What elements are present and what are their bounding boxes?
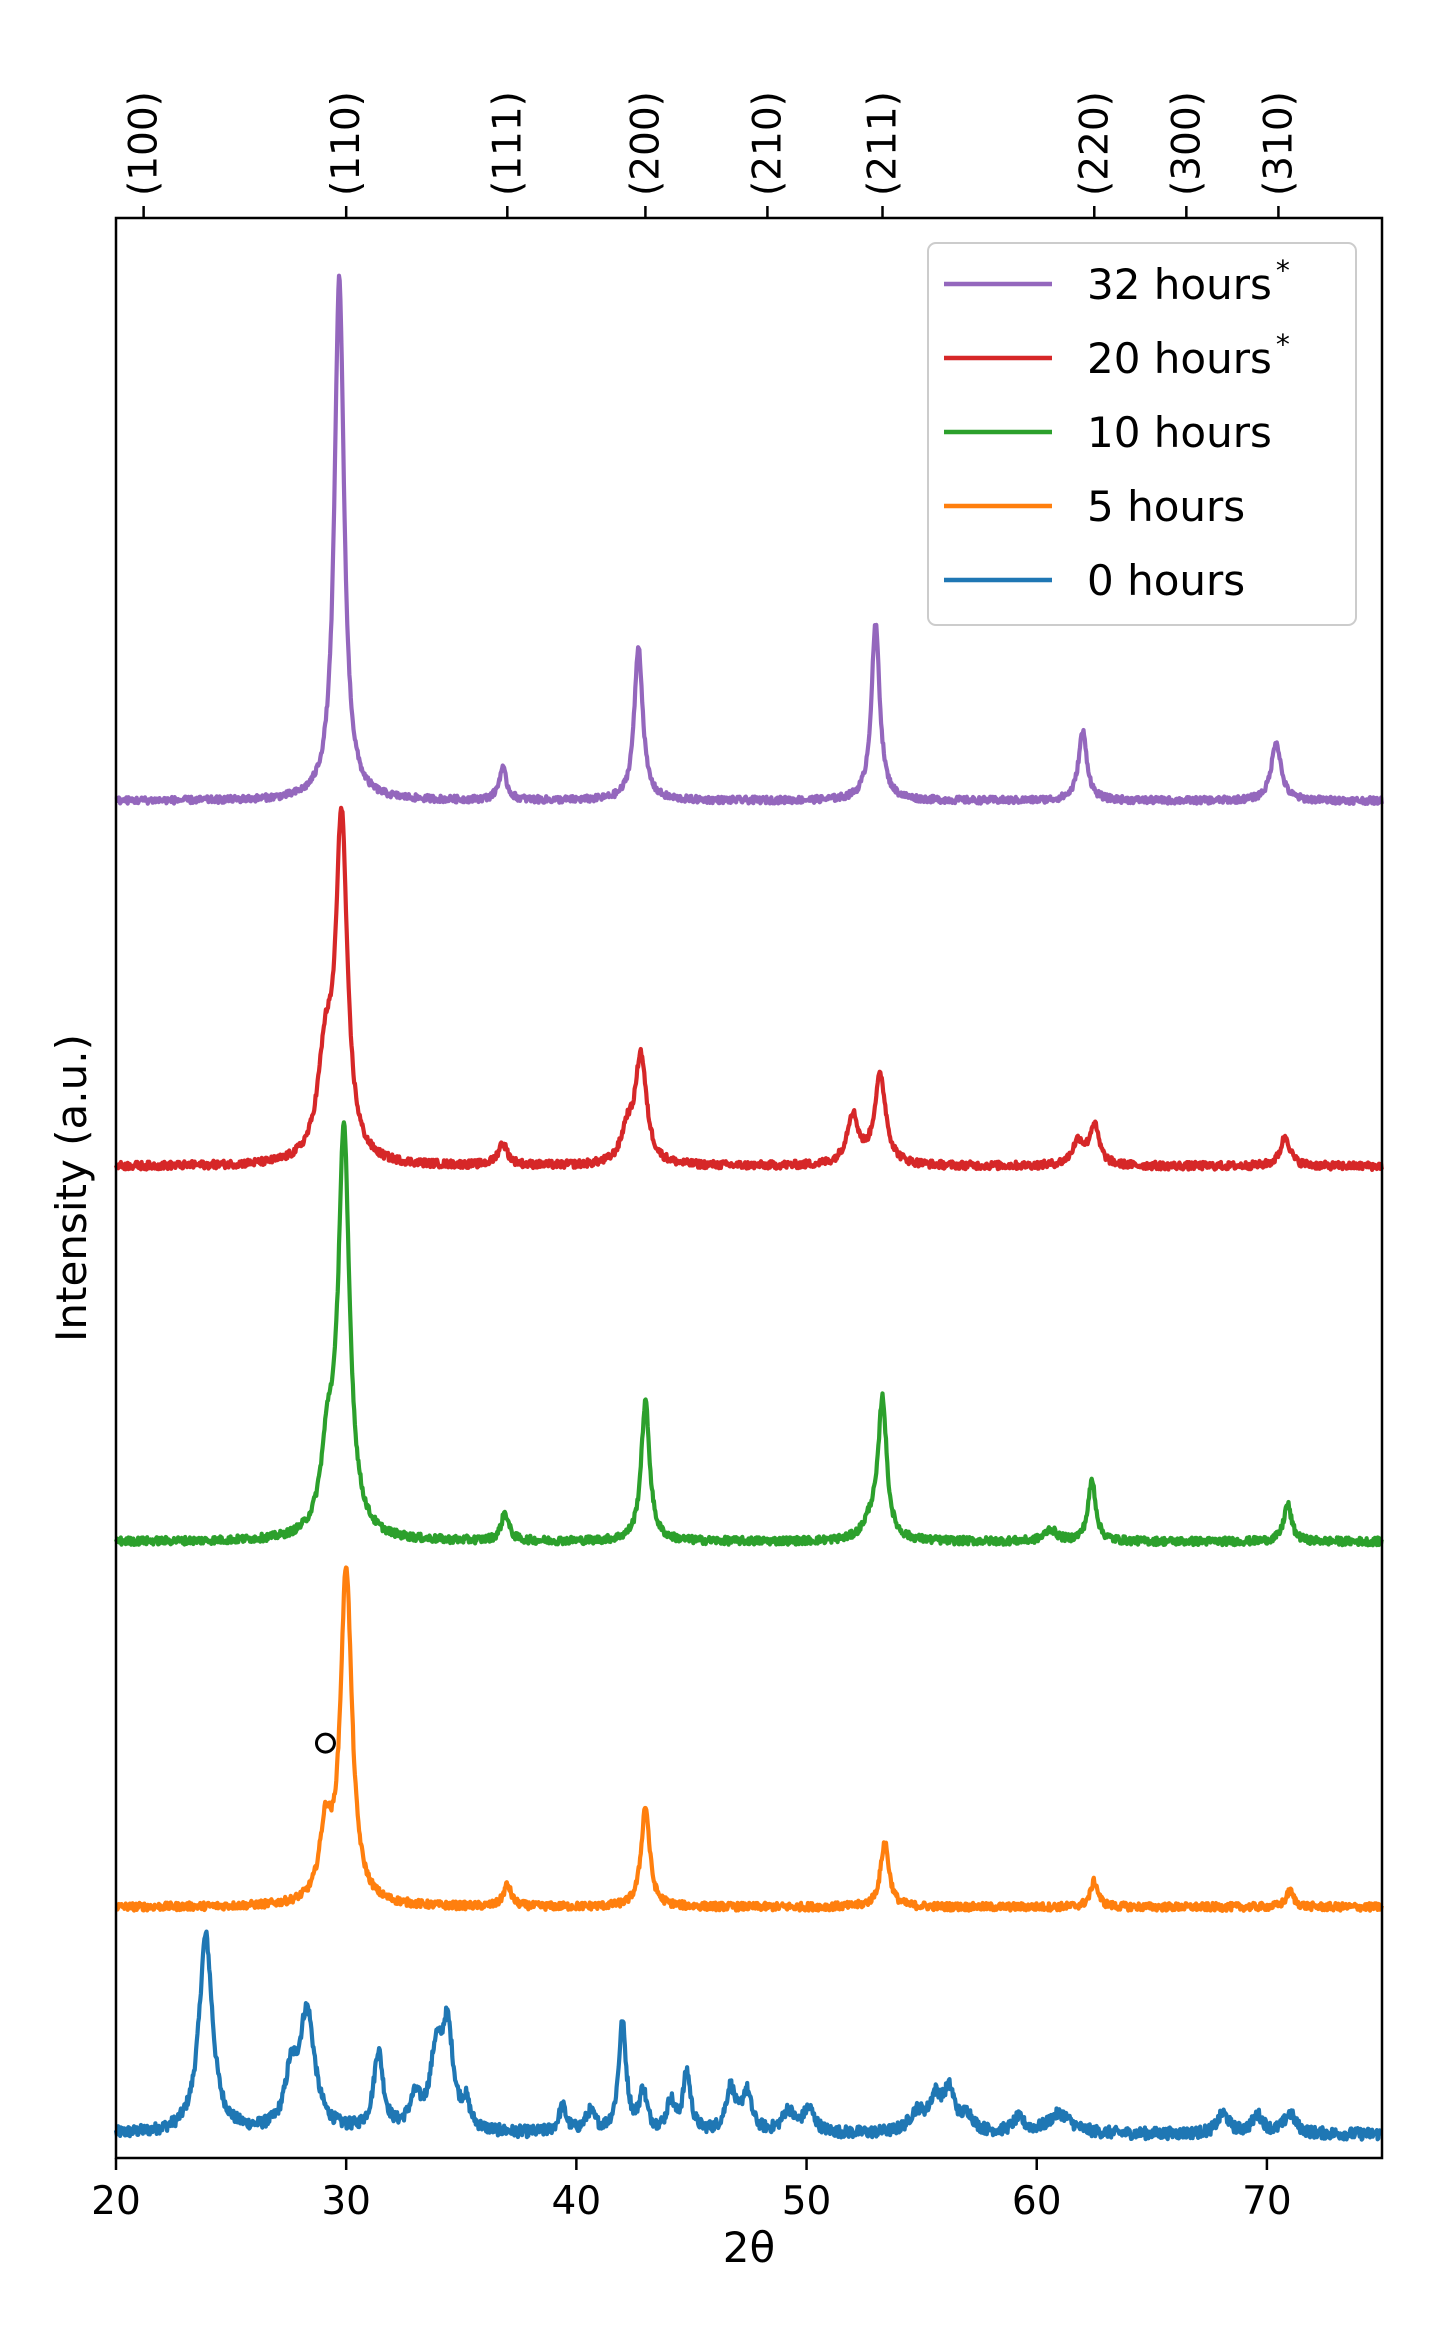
legend-label: 5 hours — [1087, 482, 1245, 531]
legend-frame — [927, 242, 1357, 626]
series-line-32-hours — [114, 273, 1384, 807]
annotation-marker — [314, 1732, 336, 1754]
x-tick-label: 50 — [782, 2179, 832, 2224]
series-line-0-hours — [113, 1929, 1384, 2142]
x-tick-label: 20 — [91, 2179, 141, 2224]
legend-label: 0 hours — [1087, 556, 1245, 605]
top-axis: (100) (110) (111) (200) (210) (211) (220) (300)… — [122, 91, 1301, 218]
legend-label: 20 hours — [1087, 334, 1272, 383]
x-tick-label: 70 — [1242, 2179, 1292, 2224]
top-tick-label: (210) — [745, 91, 790, 196]
x-tick-label: 40 — [552, 2179, 602, 2224]
legend-label: 32 hours — [1087, 260, 1272, 309]
x-tick-label: 60 — [1012, 2179, 1062, 2224]
x-axis-title: 2θ — [723, 2223, 775, 2272]
y-axis-title: Intensity (a.u.) — [47, 1034, 96, 1342]
plot-frame — [114, 216, 1384, 2160]
top-tick-label: (300) — [1164, 91, 1209, 196]
x-axis: 20 30 40 50 60 70 — [91, 2158, 1292, 2224]
top-tick-label: (100) — [122, 91, 167, 196]
top-tick-label: (111) — [485, 91, 530, 196]
series-line-20-hours — [113, 805, 1384, 1173]
top-tick-label: (211) — [861, 91, 906, 196]
series-line-5-hours — [114, 1565, 1384, 1914]
x-tick-label: 30 — [321, 2179, 371, 2224]
annotation-layer — [314, 1732, 336, 1754]
legend-superscript: * — [1276, 254, 1290, 287]
legend-label: 10 hours — [1087, 408, 1272, 457]
top-tick-label: (220) — [1072, 91, 1117, 196]
legend-superscript: * — [1276, 328, 1290, 361]
series-line-10-hours — [114, 1120, 1384, 1548]
series-layer — [113, 273, 1384, 2142]
top-tick-label: (200) — [623, 91, 668, 196]
top-tick-label: (310) — [1256, 91, 1301, 196]
top-tick-label: (110) — [324, 91, 369, 196]
